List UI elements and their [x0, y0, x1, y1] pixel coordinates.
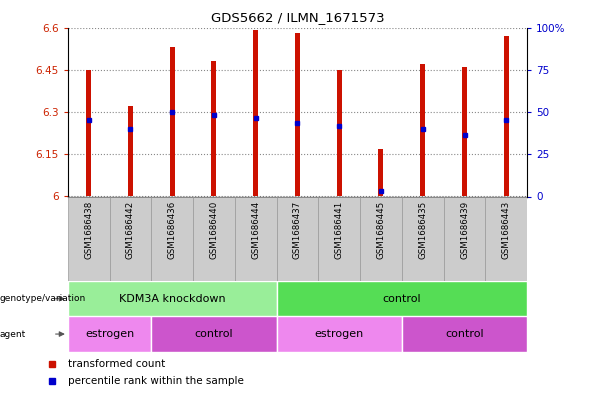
Bar [420, 64, 425, 196]
Text: GSM1686436: GSM1686436 [168, 201, 177, 259]
Text: GSM1686435: GSM1686435 [418, 201, 427, 259]
Text: GSM1686441: GSM1686441 [335, 201, 344, 259]
Text: percentile rank within the sample: percentile rank within the sample [68, 376, 244, 386]
Bar [68, 316, 151, 352]
Bar [337, 70, 342, 196]
Bar [402, 196, 444, 281]
Bar [277, 316, 402, 352]
Text: genotype/variation: genotype/variation [0, 294, 86, 303]
Bar [170, 47, 175, 196]
Bar [235, 196, 277, 281]
Bar [211, 61, 216, 196]
Title: GDS5662 / ILMN_1671573: GDS5662 / ILMN_1671573 [211, 11, 384, 24]
Text: GSM1686437: GSM1686437 [293, 201, 302, 259]
Text: GSM1686442: GSM1686442 [126, 201, 135, 259]
Bar [193, 196, 235, 281]
Bar [151, 316, 277, 352]
Bar [110, 196, 151, 281]
Bar [253, 30, 258, 196]
Bar [462, 67, 467, 196]
Bar [295, 33, 300, 196]
Text: GSM1686445: GSM1686445 [376, 201, 385, 259]
Text: GSM1686440: GSM1686440 [210, 201, 219, 259]
Text: control: control [194, 329, 233, 339]
Text: agent: agent [0, 330, 27, 338]
Bar [485, 196, 527, 281]
Bar [68, 196, 110, 281]
Text: GSM1686443: GSM1686443 [502, 201, 511, 259]
Bar [151, 196, 193, 281]
Bar [277, 196, 318, 281]
Text: GSM1686438: GSM1686438 [84, 201, 93, 259]
Bar [68, 281, 277, 316]
Bar [277, 281, 527, 316]
Text: estrogen: estrogen [85, 329, 134, 339]
Bar [444, 196, 485, 281]
Text: estrogen: estrogen [315, 329, 364, 339]
Text: control: control [382, 294, 421, 304]
Text: GSM1686439: GSM1686439 [460, 201, 469, 259]
Bar [360, 196, 402, 281]
Bar [318, 196, 360, 281]
Text: transformed count: transformed count [68, 358, 165, 369]
Bar [504, 36, 509, 197]
Bar [128, 107, 133, 196]
Text: KDM3A knockdown: KDM3A knockdown [119, 294, 226, 304]
Bar [379, 149, 383, 196]
Bar [86, 70, 91, 196]
Text: control: control [445, 329, 484, 339]
Text: GSM1686444: GSM1686444 [251, 201, 260, 259]
Bar [402, 316, 527, 352]
